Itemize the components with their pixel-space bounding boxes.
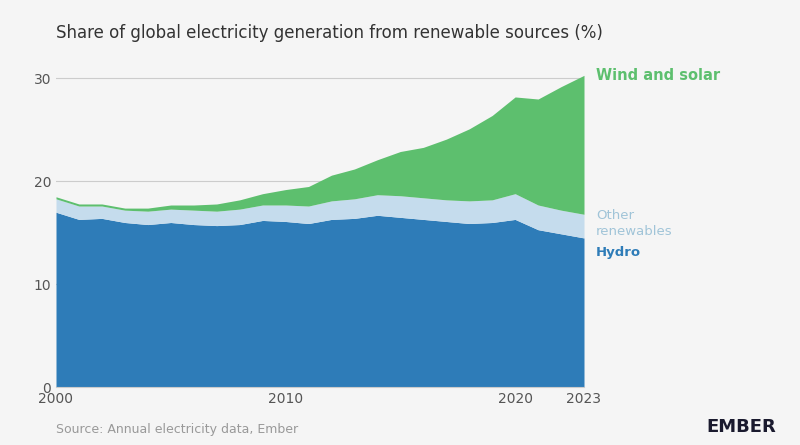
- Text: Share of global electricity generation from renewable sources (%): Share of global electricity generation f…: [56, 24, 603, 42]
- Text: Source: Annual electricity data, Ember: Source: Annual electricity data, Ember: [56, 423, 298, 436]
- Text: EMBER: EMBER: [706, 418, 776, 436]
- Text: Hydro: Hydro: [596, 246, 641, 259]
- Text: Wind and solar: Wind and solar: [596, 68, 720, 83]
- Text: Other
renewables: Other renewables: [596, 209, 673, 238]
